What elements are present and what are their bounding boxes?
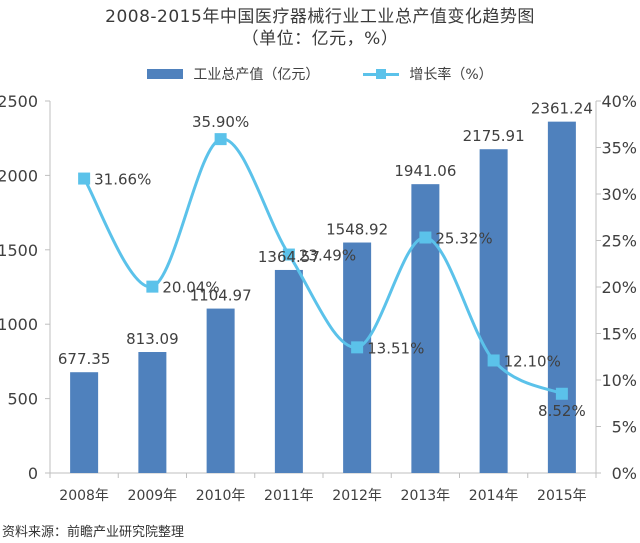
line-value-label: 12.10% bbox=[504, 352, 561, 370]
x-tick-label: 2015年 bbox=[537, 488, 587, 504]
growth-rate-point bbox=[214, 133, 227, 146]
legend-item-bar: 工业总产值（亿元） bbox=[147, 64, 319, 84]
growth-rate-point bbox=[282, 248, 295, 261]
bar-value-label: 1548.92 bbox=[326, 221, 388, 239]
line-value-label: 25.32% bbox=[435, 230, 492, 248]
line-value-label: 20.04% bbox=[162, 279, 219, 297]
x-tick-label: 2014年 bbox=[469, 488, 519, 504]
y-right-tick-label: 5% bbox=[612, 418, 637, 437]
y-right-tick-label: 30% bbox=[601, 185, 637, 204]
growth-rate-point bbox=[487, 354, 500, 367]
legend: 工业总产值（亿元） 增长率（%） bbox=[0, 64, 640, 84]
x-tick-label: 2011年 bbox=[264, 488, 314, 504]
growth-rate-point bbox=[78, 172, 91, 185]
y-left-tick-label: 2500 bbox=[0, 92, 38, 111]
growth-rate-point bbox=[555, 387, 568, 400]
y-left-tick-label: 500 bbox=[7, 390, 38, 409]
x-tick-label: 2009年 bbox=[128, 488, 178, 504]
y-right-tick-label: 25% bbox=[601, 232, 637, 251]
x-tick-label: 2008年 bbox=[59, 488, 109, 504]
y-left-tick-label: 1500 bbox=[0, 241, 38, 260]
bar bbox=[274, 269, 303, 473]
y-right-tick-label: 35% bbox=[601, 139, 637, 158]
growth-rate-point bbox=[146, 280, 159, 293]
bar bbox=[411, 184, 440, 473]
bar bbox=[70, 372, 99, 473]
bar bbox=[206, 308, 235, 473]
y-right-tick-label: 15% bbox=[601, 325, 637, 344]
chart-title: 2008-2015年中国医疗器械行业工业总产值变化趋势图 bbox=[105, 7, 535, 27]
y-right-tick-label: 10% bbox=[601, 371, 637, 390]
bar-value-label: 1364.57 bbox=[258, 248, 320, 266]
y-left-tick-label: 0 bbox=[28, 464, 38, 483]
line-value-label: 23.49% bbox=[299, 247, 356, 265]
y-right-tick-label: 20% bbox=[601, 278, 637, 297]
y-left-tick-label: 2000 bbox=[0, 166, 38, 185]
bar-value-label: 677.35 bbox=[58, 350, 111, 368]
legend-item-line: 增长率（%） bbox=[363, 64, 493, 84]
bar-value-label: 2175.91 bbox=[463, 127, 525, 145]
bar-value-label: 1104.97 bbox=[190, 287, 252, 305]
chart-subtitle: （单位：亿元，%） bbox=[241, 29, 399, 49]
y-right-tick-label: 0% bbox=[612, 464, 637, 483]
y-right-tick-label: 40% bbox=[601, 92, 637, 111]
x-tick-label: 2012年 bbox=[332, 488, 382, 504]
legend-label-line: 增长率（%） bbox=[409, 67, 493, 83]
y-left-tick-label: 1000 bbox=[0, 315, 38, 334]
legend-label-bar: 工业总产值（亿元） bbox=[193, 67, 320, 83]
legend-line-swatch bbox=[363, 69, 400, 79]
bar-value-label: 2361.24 bbox=[531, 100, 593, 118]
bar bbox=[479, 149, 508, 473]
legend-bar-swatch bbox=[147, 69, 184, 79]
bar-value-label: 1941.06 bbox=[394, 162, 456, 180]
x-tick-label: 2010年 bbox=[196, 488, 246, 504]
source-note: 资料来源：前瞻产业研究院整理 bbox=[2, 525, 185, 540]
bar-value-label: 813.09 bbox=[126, 330, 179, 348]
line-value-label: 35.90% bbox=[192, 113, 249, 131]
x-tick-label: 2013年 bbox=[401, 488, 451, 504]
growth-rate-point bbox=[351, 341, 364, 354]
line-value-label: 13.51% bbox=[367, 339, 424, 357]
line-value-label: 31.66% bbox=[94, 171, 151, 189]
bar bbox=[343, 242, 372, 473]
bar bbox=[547, 121, 576, 473]
line-value-label: 8.52% bbox=[538, 402, 586, 420]
bar bbox=[138, 352, 167, 473]
growth-rate-point bbox=[419, 231, 432, 244]
